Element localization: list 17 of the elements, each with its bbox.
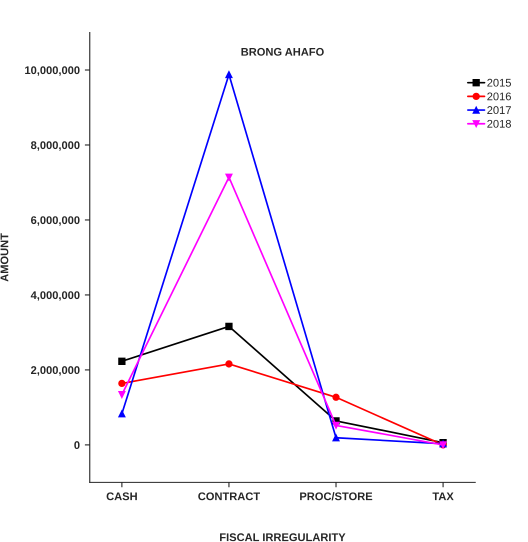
legend-label: 2017 bbox=[487, 106, 511, 114]
x-tick-label: PROC/STORE bbox=[300, 492, 372, 500]
y-tick-label: 10,000,000 bbox=[25, 66, 80, 76]
legend-label: 2018 bbox=[487, 120, 511, 128]
y-tick-label: 8,000,000 bbox=[30, 141, 80, 151]
text: BRONG AHAFO bbox=[241, 48, 324, 56]
legend-label: 2016 bbox=[487, 92, 511, 100]
x-axis-title: FISCAL IRREGULARITY bbox=[220, 533, 346, 542]
y-tick-label: 6,000,000 bbox=[31, 216, 80, 226]
legend-label: 2015 bbox=[487, 78, 511, 87]
y-tick-label: 2,000,000 bbox=[31, 366, 80, 376]
y-tick-label: 4,000,000 bbox=[30, 291, 80, 301]
y-axis-title: AMOUNT bbox=[0, 233, 8, 282]
x-tick-label: CASH bbox=[106, 492, 137, 500]
x-tick-label: TAX bbox=[432, 492, 454, 500]
y-tick-label: 0 bbox=[74, 441, 80, 450]
x-tick-label: CONTRACT bbox=[198, 492, 260, 500]
